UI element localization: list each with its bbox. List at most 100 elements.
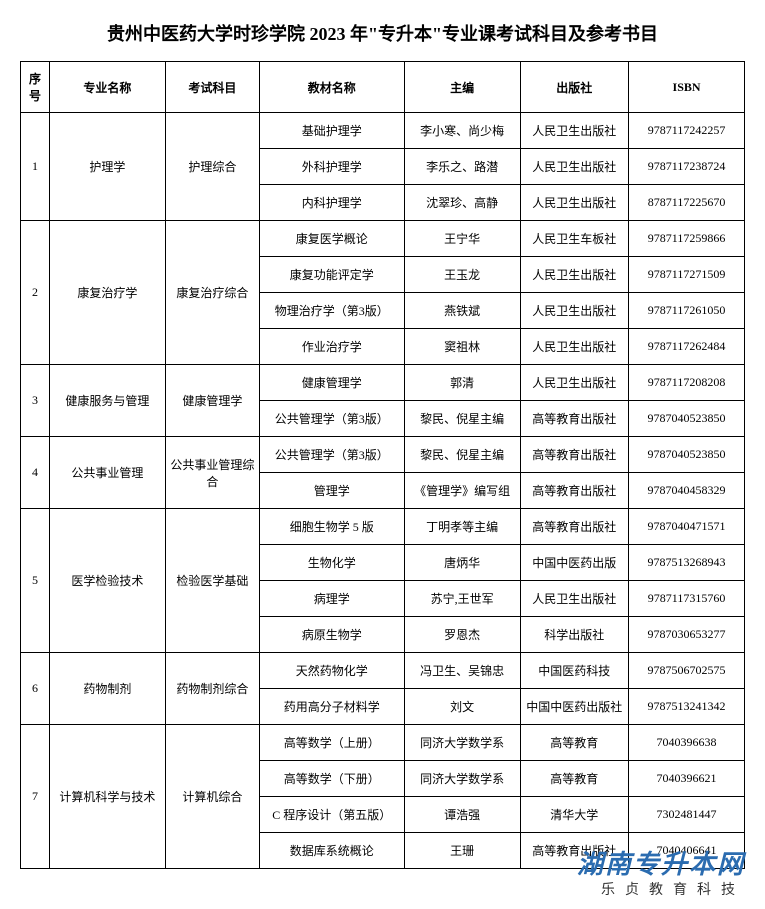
cell-editor: 燕铁斌 (404, 293, 520, 329)
cell-textbook: 基础护理学 (259, 113, 404, 149)
cell-textbook: 康复功能评定学 (259, 257, 404, 293)
table-container: 序号 专业名称 考试科目 教材名称 主编 出版社 ISBN 1护理学护理综合基础… (0, 61, 765, 869)
cell-isbn: 9787513268943 (629, 545, 745, 581)
cell-editor: 黎民、倪星主编 (404, 437, 520, 473)
cell-textbook: 病理学 (259, 581, 404, 617)
cell-publisher: 中国中医药出版 (520, 545, 629, 581)
cell-editor: 王玉龙 (404, 257, 520, 293)
cell-subject: 检验医学基础 (165, 509, 259, 653)
cell-editor: 罗恩杰 (404, 617, 520, 653)
cell-seq: 7 (21, 725, 50, 869)
cell-textbook: 健康管理学 (259, 365, 404, 401)
cell-editor: 《管理学》编写组 (404, 473, 520, 509)
cell-seq: 1 (21, 113, 50, 221)
cell-subject: 康复治疗综合 (165, 221, 259, 365)
cell-publisher: 高等教育 (520, 761, 629, 797)
cell-seq: 6 (21, 653, 50, 725)
cell-textbook: 作业治疗学 (259, 329, 404, 365)
cell-isbn: 9787040471571 (629, 509, 745, 545)
cell-publisher: 人民卫生出版社 (520, 293, 629, 329)
cell-publisher: 人民卫生出版社 (520, 149, 629, 185)
cell-isbn: 9787506702575 (629, 653, 745, 689)
cell-editor: 李小寒、尚少梅 (404, 113, 520, 149)
cell-textbook: 外科护理学 (259, 149, 404, 185)
cell-isbn: 9787513241342 (629, 689, 745, 725)
cell-publisher: 人民卫生出版社 (520, 113, 629, 149)
cell-isbn: 9787040458329 (629, 473, 745, 509)
cell-textbook: 高等数学（下册） (259, 761, 404, 797)
cell-editor: 谭浩强 (404, 797, 520, 833)
cell-textbook: 药用高分子材料学 (259, 689, 404, 725)
cell-editor: 丁明孝等主编 (404, 509, 520, 545)
cell-textbook: 病原生物学 (259, 617, 404, 653)
cell-isbn: 7040396621 (629, 761, 745, 797)
cell-editor: 郭清 (404, 365, 520, 401)
cell-editor: 刘文 (404, 689, 520, 725)
cell-textbook: 内科护理学 (259, 185, 404, 221)
cell-editor: 王宁华 (404, 221, 520, 257)
cell-textbook: 管理学 (259, 473, 404, 509)
cell-editor: 同济大学数学系 (404, 761, 520, 797)
cell-textbook: 细胞生物学 5 版 (259, 509, 404, 545)
cell-major: 护理学 (49, 113, 165, 221)
header-major: 专业名称 (49, 62, 165, 113)
cell-publisher: 高等教育出版社 (520, 509, 629, 545)
cell-textbook: 生物化学 (259, 545, 404, 581)
cell-publisher: 人民卫生出版社 (520, 329, 629, 365)
cell-textbook: 物理治疗学（第3版） (259, 293, 404, 329)
cell-isbn: 9787040523850 (629, 401, 745, 437)
cell-textbook: 公共管理学（第3版） (259, 437, 404, 473)
cell-publisher: 科学出版社 (520, 617, 629, 653)
cell-isbn: 9787117262484 (629, 329, 745, 365)
cell-major: 健康服务与管理 (49, 365, 165, 437)
cell-editor: 王珊 (404, 833, 520, 869)
header-isbn: ISBN (629, 62, 745, 113)
cell-isbn: 9787117238724 (629, 149, 745, 185)
cell-major: 公共事业管理 (49, 437, 165, 509)
cell-subject: 公共事业管理综合 (165, 437, 259, 509)
cell-publisher: 人民卫生出版社 (520, 581, 629, 617)
cell-major: 计算机科学与技术 (49, 725, 165, 869)
table-row: 6药物制剂药物制剂综合天然药物化学冯卫生、吴锦忠中国医药科技9787506702… (21, 653, 745, 689)
cell-publisher: 中国医药科技 (520, 653, 629, 689)
cell-major: 医学检验技术 (49, 509, 165, 653)
cell-editor: 黎民、倪星主编 (404, 401, 520, 437)
cell-seq: 2 (21, 221, 50, 365)
cell-publisher: 高等教育 (520, 725, 629, 761)
cell-textbook: 公共管理学（第3版） (259, 401, 404, 437)
watermark-main: 湖南专升本网 (577, 844, 745, 881)
cell-publisher: 高等教育出版社 (520, 473, 629, 509)
cell-editor: 冯卫生、吴锦忠 (404, 653, 520, 689)
cell-major: 康复治疗学 (49, 221, 165, 365)
cell-textbook: 数据库系统概论 (259, 833, 404, 869)
cell-subject: 护理综合 (165, 113, 259, 221)
watermark-sub: 乐贞教育科技 (577, 879, 745, 899)
cell-isbn: 7302481447 (629, 797, 745, 833)
cell-textbook: 高等数学（上册） (259, 725, 404, 761)
cell-publisher: 高等教育出版社 (520, 401, 629, 437)
page-title: 贵州中医药大学时珍学院 2023 年"专升本"专业课考试科目及参考书目 (0, 0, 765, 61)
cell-isbn: 9787117315760 (629, 581, 745, 617)
cell-isbn: 8787117225670 (629, 185, 745, 221)
cell-seq: 3 (21, 365, 50, 437)
table-row: 3健康服务与管理健康管理学健康管理学郭清人民卫生出版社9787117208208 (21, 365, 745, 401)
cell-subject: 药物制剂综合 (165, 653, 259, 725)
cell-editor: 李乐之、路潜 (404, 149, 520, 185)
cell-editor: 同济大学数学系 (404, 725, 520, 761)
cell-textbook: C 程序设计（第五版） (259, 797, 404, 833)
cell-publisher: 中国中医药出版社 (520, 689, 629, 725)
cell-publisher: 人民卫生出版社 (520, 365, 629, 401)
table-body: 1护理学护理综合基础护理学李小寒、尚少梅人民卫生出版社9787117242257… (21, 113, 745, 869)
table-row: 5医学检验技术检验医学基础细胞生物学 5 版丁明孝等主编高等教育出版社97870… (21, 509, 745, 545)
cell-isbn: 9787030653277 (629, 617, 745, 653)
table-row: 2康复治疗学康复治疗综合康复医学概论王宁华人民卫生车板社978711725986… (21, 221, 745, 257)
cell-editor: 窦祖林 (404, 329, 520, 365)
cell-editor: 苏宁,王世军 (404, 581, 520, 617)
cell-publisher: 高等教育出版社 (520, 437, 629, 473)
table-row: 7计算机科学与技术计算机综合高等数学（上册）同济大学数学系高等教育7040396… (21, 725, 745, 761)
header-seq: 序号 (21, 62, 50, 113)
header-publisher: 出版社 (520, 62, 629, 113)
header-subject: 考试科目 (165, 62, 259, 113)
cell-editor: 唐炳华 (404, 545, 520, 581)
cell-textbook: 康复医学概论 (259, 221, 404, 257)
